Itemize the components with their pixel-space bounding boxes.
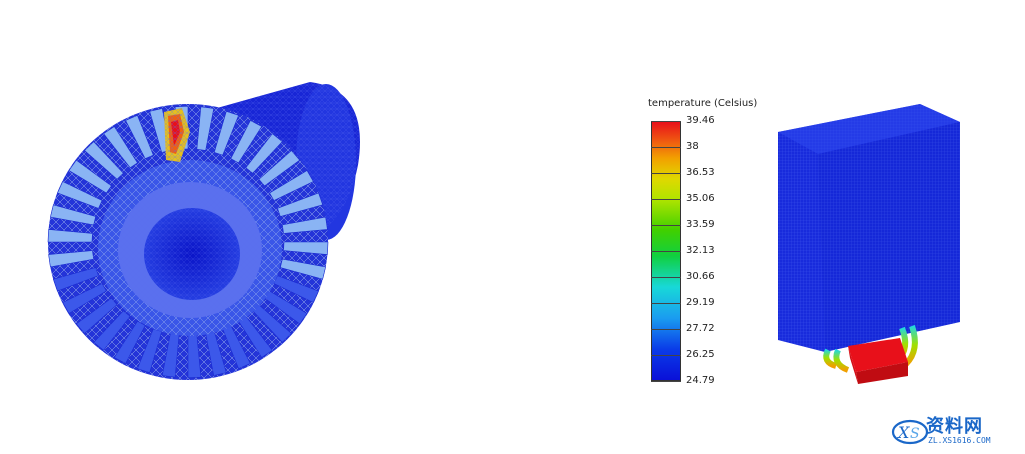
temperature-legend: temperature (Celsius) 39.46 38 36.53 35.06 3… — [648, 98, 758, 388]
legend-tick — [651, 147, 681, 148]
legend-tick — [651, 277, 681, 278]
legend-tick — [651, 303, 681, 304]
legend-tick — [651, 173, 681, 174]
legend-tick — [651, 251, 681, 252]
gear-tooth — [213, 111, 239, 156]
legend-tick-label: 24.79 — [686, 375, 715, 386]
gear-tooth — [75, 297, 118, 334]
watermark-url: ZL.XS1616.COM — [928, 436, 991, 445]
gear-tooth — [283, 241, 329, 255]
gear-tooth — [258, 150, 301, 187]
gear-tooth — [57, 181, 103, 209]
legend-tick-label: 32.13 — [686, 245, 715, 256]
gear-tooth — [125, 114, 154, 160]
gear-tooth — [84, 141, 124, 180]
legend-tick-label: 36.53 — [686, 167, 715, 178]
legend-tick-label: 29.19 — [686, 297, 715, 308]
gear-tooth — [62, 283, 107, 314]
gear-tooth — [52, 267, 99, 292]
legend-tick-label: 26.25 — [686, 349, 715, 360]
legend-tick — [651, 199, 681, 200]
gear-tooth — [230, 120, 263, 164]
legend-tick-label: 33.59 — [686, 219, 715, 230]
heat-sink-thermal-model — [778, 104, 960, 384]
gear-tooth — [113, 320, 146, 364]
gear-tooth — [245, 133, 283, 174]
gear-tooth — [282, 216, 328, 234]
gear-tooth — [50, 204, 97, 226]
gear-tooth — [277, 192, 324, 217]
legend-title: temperature (Celsius) — [648, 98, 758, 109]
gear-tooth — [269, 170, 314, 201]
gear-tooth — [47, 229, 93, 243]
gear-tooth — [196, 106, 215, 151]
watermark-text: 资料网 — [926, 416, 983, 437]
legend-tick-label: 39.46 — [686, 115, 715, 126]
legend-tick — [651, 121, 681, 122]
gear-tooth — [68, 159, 112, 194]
legend-tick — [651, 329, 681, 330]
legend-tick-label: 35.06 — [686, 193, 715, 204]
gear-thermal-model — [47, 82, 360, 380]
legend-tick — [651, 225, 681, 226]
gear-tooth — [103, 126, 138, 169]
xs-logo-icon: X S — [891, 419, 929, 445]
gear-tooth — [93, 310, 131, 351]
svg-text:X: X — [896, 423, 910, 442]
legend-tick-label: 38 — [686, 141, 699, 152]
watermark-logo: X S 资料网 ZL.XS1616.COM — [890, 410, 1020, 450]
gear-tooth — [279, 258, 326, 280]
legend-tick-label: 30.66 — [686, 271, 715, 282]
legend-tick-label: 27.72 — [686, 323, 715, 334]
gear-tooth — [48, 250, 94, 268]
svg-text:S: S — [910, 426, 920, 442]
legend-tick — [651, 355, 681, 356]
legend-tick — [651, 381, 681, 382]
hot-spot — [164, 108, 190, 162]
